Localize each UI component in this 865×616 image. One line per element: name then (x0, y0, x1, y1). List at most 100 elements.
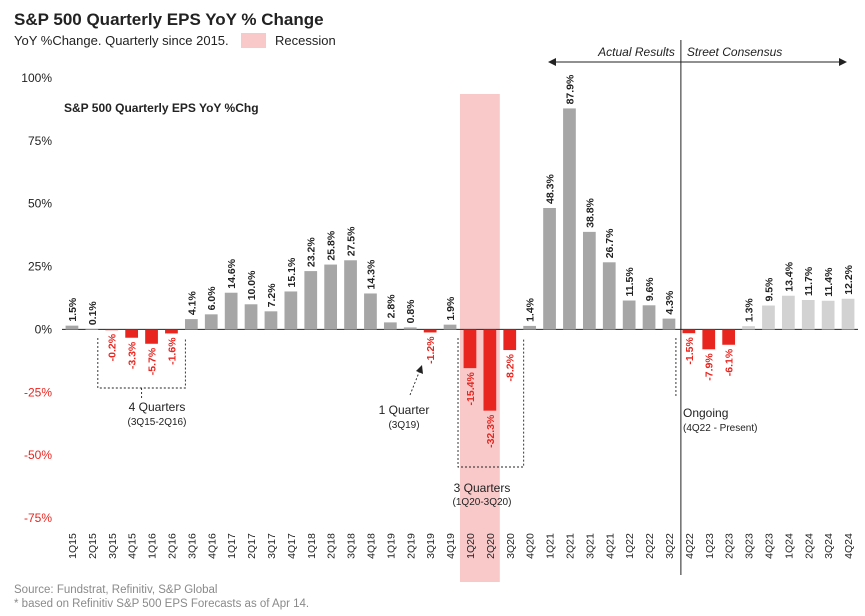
annotations-layer: Actual Results Street Consensus 4 Quarters… (97, 40, 847, 575)
chart-subtitle: YoY %Change. Quarterly since 2015. (14, 33, 229, 48)
data-label: 12.2% (843, 264, 855, 294)
bar-3Q15 (105, 329, 119, 331)
bar-2Q19 (403, 327, 417, 330)
data-label: -0.2% (107, 333, 119, 361)
data-label: 26.7% (604, 228, 616, 258)
data-label: 2.8% (385, 294, 397, 319)
data-label: -1.5% (684, 337, 696, 365)
data-label: 11.4% (823, 267, 835, 297)
x-tick-label: 3Q15 (107, 533, 119, 559)
x-tick-label: 2Q24 (803, 533, 815, 559)
data-label: -7.9% (704, 353, 716, 381)
y-tick-label: 0% (35, 322, 53, 336)
street-consensus-label: Street Consensus (687, 45, 782, 59)
y-tick-label: 100% (21, 71, 52, 85)
x-tick-label: 4Q24 (843, 533, 855, 559)
x-tick-label: 1Q18 (306, 533, 318, 559)
x-tick-label: 1Q20 (465, 533, 477, 559)
bar-2Q18 (324, 264, 338, 330)
x-tick-label: 2Q23 (724, 533, 736, 559)
bar-3Q19 (423, 329, 437, 333)
data-label: 13.4% (783, 261, 795, 291)
annotation-3-quarters: 3 Quarters (454, 481, 511, 495)
bar-1Q16 (145, 329, 158, 344)
annotation-ongoing: Ongoing (683, 406, 728, 420)
x-tick-label: 1Q19 (385, 533, 397, 559)
data-label: 4.3% (664, 290, 676, 315)
actual-arrowhead (548, 58, 556, 66)
data-label: -5.7% (147, 347, 159, 375)
x-tick-label: 2Q20 (485, 533, 497, 559)
bar-1Q21 (543, 207, 556, 330)
data-label: -1.2% (425, 336, 437, 364)
x-tick-label: 2Q16 (166, 533, 178, 559)
x-tick-label: 3Q17 (266, 533, 278, 559)
recession-bracket-2020 (457, 338, 525, 468)
data-label: 0.8% (405, 299, 417, 324)
data-label: 23.2% (306, 237, 318, 267)
x-tick-label: 4Q17 (286, 533, 298, 559)
bar-2Q17 (244, 304, 258, 330)
x-tick-label: 1Q22 (624, 533, 636, 559)
bar-2Q22 (642, 305, 656, 330)
bars-layer (65, 108, 855, 411)
y-tick-label: -50% (24, 448, 52, 462)
data-label: 6.0% (206, 286, 218, 311)
x-tick-label: 1Q23 (704, 533, 716, 559)
bar-4Q24 (841, 298, 855, 330)
data-label: 11.7% (803, 266, 815, 296)
annotation-4-quarters-range: (3Q15-2Q16) (128, 417, 187, 428)
x-tick-label: 1Q17 (226, 533, 238, 559)
recession-legend-swatch (241, 33, 266, 48)
bar-1Q24 (781, 295, 795, 330)
data-label: -6.1% (724, 348, 736, 376)
x-tick-label: 4Q19 (445, 533, 457, 559)
bar-2Q16 (165, 329, 178, 334)
bar-1Q23 (702, 329, 716, 350)
data-label: 9.6% (644, 277, 656, 302)
x-tick-label: 1Q15 (67, 533, 79, 559)
bar-4Q15 (125, 329, 139, 338)
bar-2Q15 (85, 329, 99, 330)
bar-4Q23 (762, 305, 775, 330)
bar-1Q20 (463, 329, 477, 369)
annotation-arrowhead-2019 (416, 365, 423, 374)
bar-4Q16 (204, 314, 218, 330)
annotation-ongoing-range: (4Q22 - Present) (683, 423, 757, 434)
x-tick-label: 2Q21 (564, 533, 576, 559)
bar-3Q24 (821, 300, 835, 330)
axes-layer: 100% 75% 50% 25% 0% -25% -50% -75% (21, 71, 858, 525)
data-label: 0.1% (87, 301, 99, 326)
x-tick-label: 1Q24 (783, 533, 795, 559)
x-tick-label: 3Q21 (584, 533, 596, 559)
data-label: 25.8% (326, 230, 338, 260)
x-tick-label: 4Q23 (763, 533, 775, 559)
data-label: -8.2% (505, 353, 517, 381)
x-tick-label: 3Q24 (823, 533, 835, 559)
y-tick-label: -25% (24, 385, 52, 399)
data-label: 1.9% (445, 296, 457, 321)
bar-4Q20 (523, 325, 537, 330)
bar-1Q22 (622, 300, 636, 330)
bar-2Q21 (563, 108, 576, 330)
forecast-note: * based on Refinitiv S&P 500 EPS Forecas… (14, 598, 310, 610)
source-note: Source: Fundstrat, Refinitiv, S&P Global (14, 584, 218, 596)
annotation-1-quarter-range: (3Q19) (388, 420, 419, 431)
bar-3Q23 (742, 326, 755, 330)
data-label: 9.5% (763, 277, 775, 302)
consensus-arrowhead (839, 58, 847, 66)
x-tick-label: 2Q18 (326, 533, 338, 559)
x-tick-label: 4Q16 (206, 533, 218, 559)
x-tick-label: 4Q22 (684, 533, 696, 559)
x-tick-label: 3Q20 (505, 533, 517, 559)
x-tick-label: 1Q21 (545, 533, 557, 559)
data-label: 27.5% (346, 226, 358, 256)
data-label: 14.3% (365, 259, 377, 289)
x-tick-label: 1Q16 (147, 533, 159, 559)
bar-4Q22 (682, 329, 696, 334)
x-tick-label: 4Q21 (604, 533, 616, 559)
bar-3Q22 (662, 318, 676, 330)
y-tick-label: 25% (28, 260, 52, 274)
bar-1Q17 (224, 292, 238, 330)
y-tick-label: 50% (28, 197, 52, 211)
